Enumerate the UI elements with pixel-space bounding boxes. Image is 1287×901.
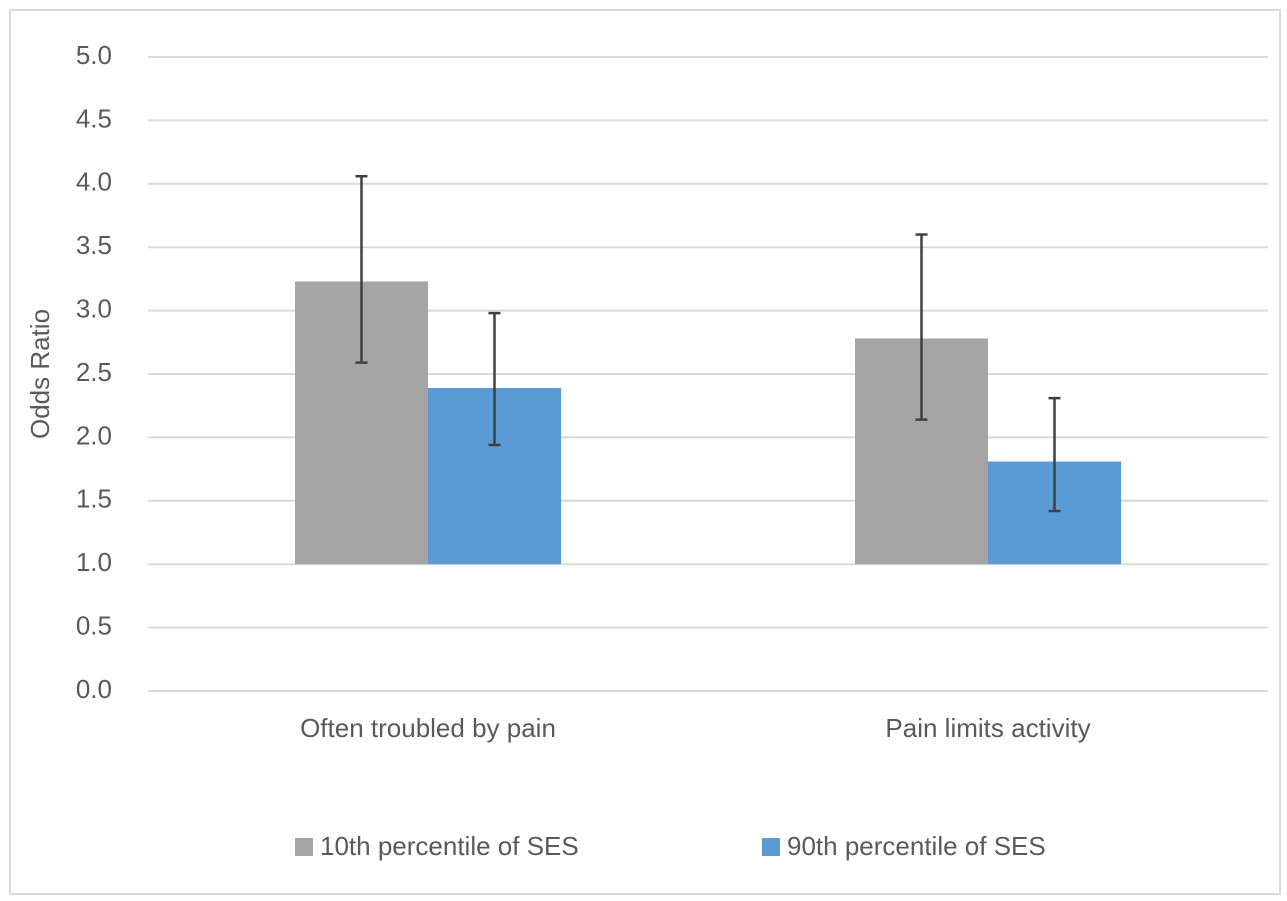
error-bar <box>1048 396 1061 513</box>
y-tick-label: 2.5 <box>76 357 112 387</box>
y-axis-label: Odds Ratio <box>25 309 55 439</box>
error-bar <box>488 311 501 447</box>
error-bar <box>915 233 928 421</box>
y-tick-label: 0.0 <box>76 674 112 704</box>
chart-frame <box>9 9 1281 895</box>
legend-swatch <box>295 838 313 856</box>
legend-swatch <box>762 838 780 856</box>
y-tick-label: 1.0 <box>76 547 112 577</box>
y-tick-label: 3.5 <box>76 230 112 260</box>
error-bar <box>355 174 368 364</box>
legend-label: 10th percentile of SES <box>320 831 579 861</box>
legend-label: 90th percentile of SES <box>787 831 1046 861</box>
y-tick-label: 1.5 <box>76 484 112 514</box>
y-tick-label: 4.0 <box>76 167 112 197</box>
y-tick-label: 0.5 <box>76 610 112 640</box>
y-tick-label: 4.5 <box>76 103 112 133</box>
x-tick-label: Pain limits activity <box>885 713 1090 743</box>
y-tick-label: 3.0 <box>76 293 112 323</box>
y-tick-label: 5.0 <box>76 40 112 70</box>
y-tick-label: 2.0 <box>76 420 112 450</box>
x-tick-label: Often troubled by pain <box>300 713 556 743</box>
